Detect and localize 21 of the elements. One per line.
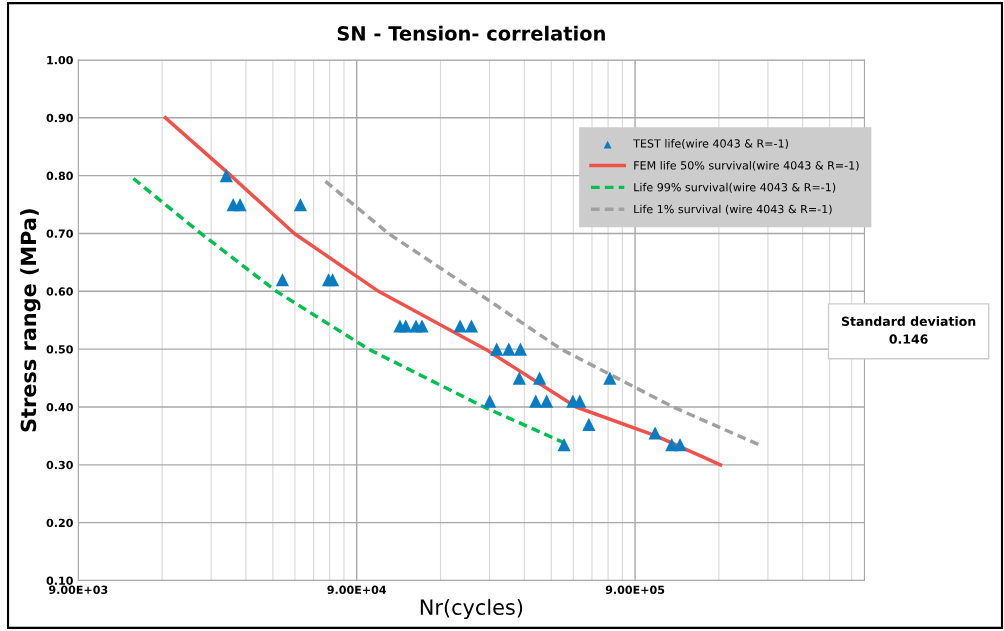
y-tick-label: 0.80 (46, 171, 73, 181)
y-tick-label: 0.10 (46, 576, 73, 585)
x-tick-label: 9.00E+04 (327, 585, 387, 594)
y-axis-title: Stress range (MPa) (20, 209, 41, 432)
y-tick-label: 0.70 (46, 229, 73, 238)
x-tick-label: 9.00E+05 (605, 585, 665, 594)
y-tick-label: 0.60 (46, 287, 73, 296)
y-tick-label: 0.90 (46, 113, 73, 123)
annotation: Standard deviation 0.146 (841, 316, 976, 344)
legend-label: TEST life(wire 4043 & R=-1) (633, 139, 788, 149)
legend-label: Life 1% survival (wire 4043 & R=-1) (634, 204, 832, 215)
x-axis-title: Nr(cycles) (420, 598, 523, 620)
x-tick-label: 9.00E+03 (49, 585, 108, 594)
y-tick-label: 0.20 (46, 518, 73, 528)
y-tick-label: 0.50 (46, 345, 73, 354)
legend-label: Life 99% survival(wire 4043 & R=-1) (634, 182, 836, 193)
chart-title: SN - Tension- correlation (337, 25, 605, 41)
legend-label: FEM life 50% survival(wire 4043 & R=-1) (634, 160, 859, 171)
y-tick-label: 0.40 (46, 402, 73, 412)
y-tick-label: 1.00 (47, 55, 73, 65)
y-tick-label: 0.30 (46, 460, 73, 470)
